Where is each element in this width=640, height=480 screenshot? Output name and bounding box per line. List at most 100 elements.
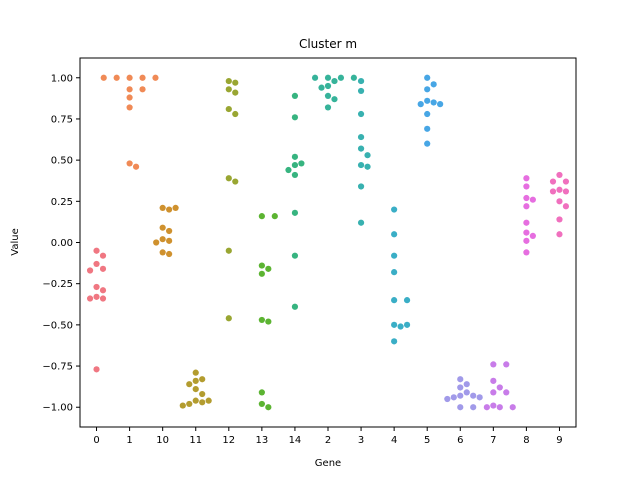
data-point: [562, 203, 570, 210]
data-point: [311, 74, 319, 81]
data-point: [529, 196, 536, 203]
data-point: [403, 321, 411, 328]
data-point: [490, 389, 497, 396]
data-point: [265, 404, 272, 411]
data-point: [490, 361, 497, 368]
data-point: [417, 101, 424, 108]
data-point: [225, 175, 232, 182]
data-point: [457, 376, 464, 383]
data-point: [424, 74, 431, 81]
y-tick-label: 0.00: [51, 238, 73, 249]
data-point: [424, 125, 431, 132]
data-point: [291, 303, 299, 310]
data-point: [424, 97, 431, 104]
data-point: [258, 389, 265, 396]
data-point: [391, 338, 398, 345]
data-point: [324, 92, 332, 99]
x-tick-label: 9: [556, 435, 562, 446]
data-point: [318, 84, 325, 91]
data-point: [258, 262, 265, 269]
data-point: [391, 231, 398, 238]
data-point: [225, 315, 232, 322]
data-point: [93, 366, 100, 373]
data-point: [298, 160, 305, 167]
data-point: [285, 166, 292, 174]
data-point: [556, 186, 563, 193]
data-point: [139, 86, 146, 93]
x-axis-label: Gene: [315, 458, 341, 469]
data-point: [483, 404, 490, 411]
data-point: [86, 295, 94, 302]
data-point: [126, 160, 133, 167]
y-axis: −1.00 −0.75 −0.50 −0.25 0.00 0.25 0.50 0.75 1.00: [42, 73, 80, 414]
data-point: [331, 77, 338, 85]
x-tick-label: 5: [424, 435, 430, 446]
data-point: [503, 389, 510, 396]
data-point: [463, 389, 470, 396]
data-point: [159, 249, 166, 256]
data-point: [192, 377, 199, 384]
data-point: [391, 297, 398, 304]
data-point: [271, 213, 278, 220]
data-point: [93, 283, 100, 291]
data-point: [523, 229, 530, 236]
data-point: [397, 323, 404, 330]
data-point: [93, 260, 100, 268]
data-point: [496, 384, 503, 391]
data-point: [93, 247, 100, 254]
data-point: [258, 400, 265, 408]
x-tick-label: 11: [189, 435, 202, 446]
data-point: [192, 369, 199, 376]
data-point: [225, 105, 232, 113]
data-point: [291, 161, 299, 169]
data-point: [357, 145, 365, 152]
data-point: [424, 110, 431, 118]
data-point: [337, 74, 345, 81]
data-point: [476, 394, 483, 401]
y-tick-label: −0.25: [42, 279, 73, 290]
data-point: [357, 77, 365, 85]
data-point: [470, 404, 477, 411]
data-point: [444, 395, 451, 403]
data-point: [225, 77, 232, 85]
x-axis: 0 1 10 11 12 13 14 2 3 4 5 6 7 8 9: [93, 427, 563, 446]
data-point: [430, 99, 437, 106]
data-point: [126, 94, 133, 101]
data-point: [291, 153, 299, 160]
data-point: [556, 216, 563, 223]
data-point: [192, 397, 199, 404]
data-point: [232, 89, 239, 96]
data-point: [159, 204, 166, 212]
data-point: [93, 293, 100, 300]
data-point: [556, 198, 563, 205]
data-point: [126, 74, 133, 81]
data-point: [265, 318, 272, 325]
data-point: [523, 249, 530, 256]
data-point: [350, 74, 357, 81]
data-point: [99, 287, 107, 294]
data-point: [457, 404, 464, 411]
data-point: [556, 171, 563, 179]
x-tick-label: 8: [523, 435, 529, 446]
data-point: [430, 81, 437, 88]
x-tick-label: 4: [391, 435, 397, 446]
y-tick-label: −1.00: [42, 403, 73, 414]
data-point: [86, 267, 94, 274]
data-point: [523, 237, 530, 244]
data-point: [186, 400, 193, 408]
data-point: [523, 203, 530, 210]
data-point: [166, 227, 173, 235]
data-point: [490, 402, 497, 409]
data-point: [225, 247, 232, 254]
data-point: [232, 178, 239, 185]
x-tick-label: 14: [289, 435, 302, 446]
data-point: [291, 171, 299, 179]
data-point: [450, 394, 457, 401]
data-point: [126, 104, 133, 111]
data-point: [159, 224, 166, 231]
x-tick-label: 6: [457, 435, 463, 446]
data-point: [549, 188, 557, 195]
y-tick-label: −0.75: [42, 362, 73, 373]
data-point: [391, 252, 398, 259]
data-point: [331, 96, 338, 103]
